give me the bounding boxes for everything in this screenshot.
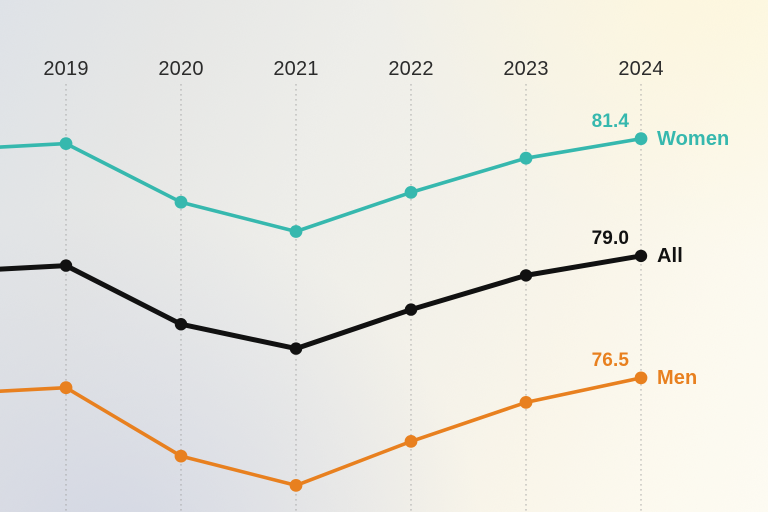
x-tick-2022: 2022 bbox=[388, 58, 434, 80]
gridlines bbox=[65, 84, 642, 512]
data-point-women-2024[interactable] bbox=[634, 132, 648, 146]
data-point-men-2019[interactable] bbox=[59, 381, 73, 395]
data-point-women-2019[interactable] bbox=[59, 137, 73, 151]
data-point-women-2021[interactable] bbox=[289, 225, 303, 238]
series-line-all bbox=[0, 253, 644, 352]
data-point-women-2020[interactable] bbox=[174, 195, 188, 209]
data-point-men-2022[interactable] bbox=[404, 435, 418, 448]
series-line-men bbox=[0, 376, 643, 488]
data-point-men-2021[interactable] bbox=[289, 479, 303, 492]
series-lines bbox=[0, 136, 644, 488]
all-series-label: All bbox=[657, 244, 683, 267]
all-value-label: 79.0 bbox=[591, 227, 629, 249]
x-tick-2019: 2019 bbox=[43, 58, 89, 80]
x-tick-2023: 2023 bbox=[503, 58, 549, 80]
series-line-women bbox=[0, 136, 643, 234]
data-point-women-2022[interactable] bbox=[404, 186, 418, 199]
women-value-label: 81.4 bbox=[591, 110, 629, 132]
data-point-women-2023[interactable] bbox=[519, 151, 533, 165]
series-markers bbox=[59, 132, 648, 492]
x-tick-2024: 2024 bbox=[618, 58, 664, 80]
data-point-all-2022[interactable] bbox=[404, 303, 418, 316]
men-value-label: 76.5 bbox=[591, 349, 629, 371]
x-tick-2021: 2021 bbox=[273, 58, 319, 80]
women-series-label: Women bbox=[657, 127, 730, 150]
data-point-men-2020[interactable] bbox=[174, 449, 188, 463]
data-point-all-2024[interactable] bbox=[634, 249, 648, 263]
data-point-men-2023[interactable] bbox=[519, 396, 533, 409]
data-point-men-2024[interactable] bbox=[634, 371, 648, 385]
x-tick-2020: 2020 bbox=[158, 58, 204, 80]
men-series-label: Men bbox=[657, 366, 698, 389]
data-point-all-2019[interactable] bbox=[59, 259, 73, 272]
data-point-all-2020[interactable] bbox=[174, 318, 188, 331]
data-point-all-2023[interactable] bbox=[519, 269, 533, 282]
data-point-all-2021[interactable] bbox=[289, 342, 303, 355]
